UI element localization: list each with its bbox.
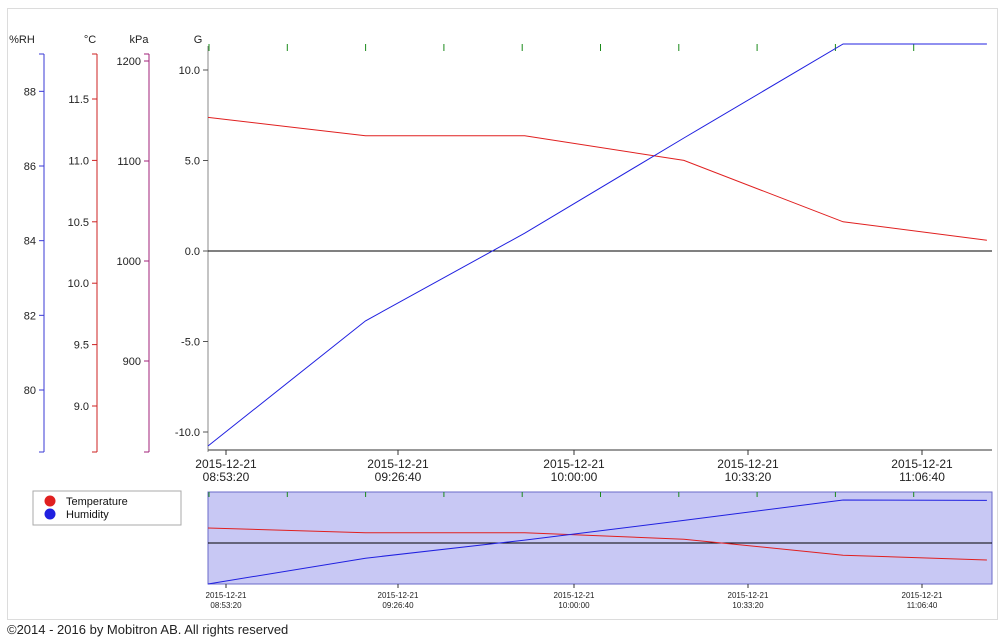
x-tick-time: 09:26:40 [375, 470, 422, 484]
axis-humidity: %RH 80 82 84 86 88 [9, 34, 45, 453]
axis-unit-label: °C [84, 34, 96, 46]
legend-label-humidity: Humidity [66, 509, 109, 521]
overview-x-tick-time: 10:00:00 [558, 601, 590, 610]
chart-canvas: %RH 80 82 84 86 88 °C 9.0 9.5 10.0 10.5 11.0 11.5 kPa… [9, 34, 993, 610]
overview-panel: 2015-12-2108:53:202015-12-2109:26:402015… [206, 491, 993, 610]
series-temperature [207, 116, 987, 241]
axis-tick-label: 84 [24, 236, 36, 248]
axis-tick-label: 5.0 [185, 156, 200, 168]
axis-tick-label: 1200 [117, 56, 141, 68]
axis-tick-label: -5.0 [181, 337, 200, 349]
overview-x-tick-time: 08:53:20 [210, 601, 242, 610]
axis-pressure: kPa 900 1000 1100 1200 [117, 34, 150, 453]
x-tick-time: 10:33:20 [725, 470, 772, 484]
x-tick-date: 2015-12-21 [543, 457, 605, 471]
axis-temperature: °C 9.0 9.5 10.0 10.5 11.0 11.5 [68, 34, 98, 453]
legend-box [32, 490, 182, 526]
axis-tick-label: 1000 [117, 256, 141, 268]
axis-tick-label: 88 [24, 86, 36, 98]
legend-marker-humidity [44, 508, 56, 520]
axis-tick-label: 10.0 [179, 65, 200, 77]
overview-background [207, 491, 993, 585]
axis-tick-label: 10.5 [68, 217, 89, 229]
x-tick-time: 10:00:00 [551, 470, 598, 484]
overview-x-tick-date: 2015-12-21 [378, 591, 419, 600]
chart-frame [7, 8, 998, 620]
overview-x-tick-time: 11:06:40 [907, 601, 938, 610]
axis-tick-label: 82 [24, 310, 36, 322]
axis-tick-label: 86 [24, 161, 36, 173]
axis-tick-label: 11.0 [68, 155, 89, 167]
overview-x-tick-date: 2015-12-21 [902, 591, 943, 600]
overview-series-humidity [207, 499, 987, 585]
x-tick-time: 08:53:20 [203, 470, 250, 484]
axis-tick-label: 1100 [117, 156, 141, 168]
axis-tick-label: 9.0 [74, 401, 89, 413]
overview-series-temperature [207, 527, 987, 561]
axis-tick-label: 80 [24, 385, 36, 397]
axis-tick-label: -10.0 [175, 427, 200, 439]
axis-unit-label: %RH [9, 34, 35, 46]
axis-unit-label: kPa [130, 34, 150, 46]
x-tick-date: 2015-12-21 [367, 457, 429, 471]
overview-x-tick-time: 09:26:40 [382, 601, 414, 610]
axis-unit-label: G [194, 34, 203, 46]
axis-g-force: G -10.0 -5.0 0.0 5.0 10.0 [175, 34, 209, 452]
overview-x-tick-date: 2015-12-21 [554, 591, 595, 600]
legend-marker-temperature [44, 495, 56, 507]
x-tick-time: 11:06:40 [899, 470, 945, 484]
axis-tick-label: 9.5 [74, 340, 89, 352]
x-tick-date: 2015-12-21 [891, 457, 953, 471]
series-humidity [207, 43, 987, 447]
x-tick-date: 2015-12-21 [195, 457, 257, 471]
legend-label-temperature: Temperature [66, 496, 128, 508]
overview-x-tick-date: 2015-12-21 [728, 591, 769, 600]
overview-x-tick-date: 2015-12-21 [206, 591, 247, 600]
overview-x-tick-time: 10:33:20 [732, 601, 764, 610]
axis-tick-label: 10.0 [68, 278, 89, 290]
copyright-footer: ©2014 - 2016 by Mobitron AB. All rights … [7, 622, 289, 637]
axis-tick-label: 900 [123, 356, 141, 368]
x-tick-date: 2015-12-21 [717, 457, 779, 471]
axis-tick-label: 11.5 [68, 94, 89, 106]
axis-tick-label: 0.0 [185, 246, 200, 258]
